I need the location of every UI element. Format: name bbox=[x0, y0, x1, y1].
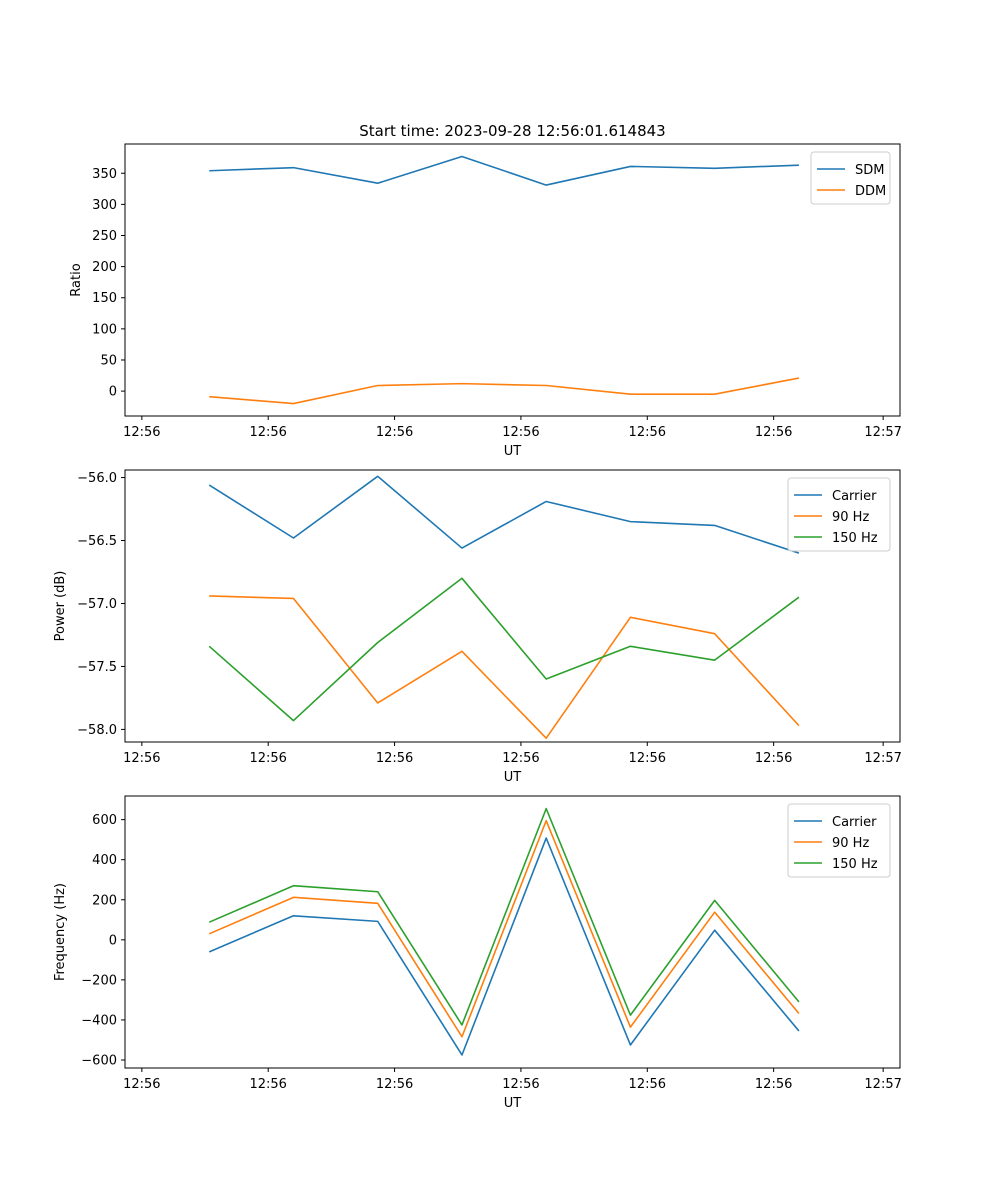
subplot-1-ylabel: Ratio bbox=[69, 263, 84, 296]
subplot-2-legend-box bbox=[787, 477, 891, 552]
subplot-1-ytick-label-6: 250 bbox=[92, 229, 117, 244]
subplot-3-legend-label-3: 150 Hz bbox=[832, 857, 878, 872]
subplot-3: 12:56 12:56 12:56 12:56 12:56 12:56 12:57 −600 −… bbox=[53, 795, 902, 1111]
subplot-2-legend-label-3: 150 Hz bbox=[832, 531, 878, 546]
subplot-3-ytick-label-4: 0 bbox=[109, 933, 117, 948]
subplot-3-ytick-label-5: 200 bbox=[92, 893, 117, 908]
subplot-1: 12:56 12:56 12:56 12:56 12:56 12:56 12:57 0 50 10… bbox=[69, 143, 902, 459]
subplot-2-xtick-label-4: 12:56 bbox=[502, 751, 539, 766]
subplot-1-series-2-line bbox=[209, 377, 800, 405]
subplot-1-xtick-label-2: 12:56 bbox=[249, 425, 286, 440]
subplot-2: 12:56 12:56 12:56 12:56 12:56 12:56 12:57 −58.0… bbox=[53, 469, 902, 785]
subplot-2-frame bbox=[124, 469, 901, 743]
subplot-1-ytick-label-1: 0 bbox=[109, 385, 117, 400]
subplot-2-xtick-label-7: 12:57 bbox=[864, 751, 901, 766]
subplot-2-series-1-line bbox=[208, 475, 800, 554]
subplot-3-xtick-label-5: 12:56 bbox=[629, 1077, 666, 1092]
subplot-3-legend-box bbox=[787, 803, 891, 878]
subplot-3-ytick-label-3: −200 bbox=[81, 973, 117, 988]
subplot-3-ytick-label-2: −400 bbox=[81, 1013, 117, 1028]
subplot-1-legend-label-1: SDM bbox=[855, 163, 884, 178]
subplot-1-xtick-label-4: 12:56 bbox=[502, 425, 539, 440]
subplot-1-xtick-label-7: 12:57 bbox=[864, 425, 901, 440]
subplot-2-ytick-label-3: −57.0 bbox=[77, 597, 117, 612]
subplot-3-frame bbox=[124, 795, 901, 1069]
subplot-2-series-2-line bbox=[209, 595, 800, 740]
subplot-1-legend-label-2: DDM bbox=[855, 184, 886, 199]
subplot-1-xtick-label-1: 12:56 bbox=[123, 425, 160, 440]
subplot-1-xtick-label-6: 12:56 bbox=[755, 425, 792, 440]
subplot-1-ytick-label-4: 150 bbox=[92, 291, 117, 306]
subplot-1-xlabel: UT bbox=[504, 444, 522, 459]
subplot-2-ytick-label-5: −56.0 bbox=[77, 471, 117, 486]
subplot-3-legend-label-1: Carrier bbox=[832, 815, 877, 830]
subplot-2-xtick-label-2: 12:56 bbox=[249, 751, 286, 766]
subplot-1-xtick-label-3: 12:56 bbox=[376, 425, 413, 440]
figure-title: Start time: 2023-09-28 12:56:01.614843 bbox=[359, 122, 665, 140]
subplot-3-ytick-label-1: −600 bbox=[81, 1053, 117, 1068]
subplot-2-legend-label-1: Carrier bbox=[832, 489, 877, 504]
subplot-1-ytick-label-2: 50 bbox=[100, 353, 117, 368]
subplot-3-series-2-line bbox=[208, 819, 800, 1038]
subplot-3-xtick-label-4: 12:56 bbox=[502, 1077, 539, 1092]
subplot-2-series-3-line bbox=[208, 577, 800, 722]
subplot-3-legend: Carrier 90 Hz 150 Hz bbox=[787, 803, 891, 878]
subplot-2-ylabel: Power (dB) bbox=[53, 571, 68, 642]
subplot-2-legend: Carrier 90 Hz 150 Hz bbox=[787, 477, 891, 552]
subplot-3-xlabel: UT bbox=[504, 1096, 522, 1111]
subplot-3-xtick-label-7: 12:57 bbox=[864, 1077, 901, 1092]
subplot-1-legend: SDM DDM bbox=[810, 151, 891, 205]
subplot-1-frame bbox=[124, 143, 901, 417]
subplot-3-xtick-label-1: 12:56 bbox=[123, 1077, 160, 1092]
subplot-1-ytick-label-5: 200 bbox=[92, 260, 117, 275]
subplot-2-xlabel: UT bbox=[504, 770, 522, 785]
subplot-3-series-3-line bbox=[208, 807, 800, 1026]
subplot-2-ytick-label-1: −58.0 bbox=[77, 723, 117, 738]
subplot-2-xtick-label-3: 12:56 bbox=[376, 751, 413, 766]
subplot-2-xtick-label-6: 12:56 bbox=[755, 751, 792, 766]
subplot-3-ytick-label-6: 400 bbox=[92, 853, 117, 868]
subplot-1-ytick-label-8: 350 bbox=[92, 167, 117, 182]
subplot-1-xtick-label-5: 12:56 bbox=[629, 425, 666, 440]
subplot-2-xtick-label-1: 12:56 bbox=[123, 751, 160, 766]
subplot-1-ytick-label-3: 100 bbox=[92, 322, 117, 337]
subplot-3-ytick-label-7: 600 bbox=[92, 813, 117, 828]
subplot-3-xtick-label-6: 12:56 bbox=[755, 1077, 792, 1092]
subplot-2-xtick-label-5: 12:56 bbox=[629, 751, 666, 766]
subplot-3-legend-label-2: 90 Hz bbox=[832, 836, 869, 851]
subplot-3-series-1-line bbox=[208, 837, 800, 1056]
subplot-3-xtick-label-2: 12:56 bbox=[249, 1077, 286, 1092]
subplot-3-xtick-label-3: 12:56 bbox=[376, 1077, 413, 1092]
subplot-1-legend-box bbox=[810, 151, 891, 205]
subplot-2-ytick-label-4: −56.5 bbox=[77, 534, 117, 549]
subplot-1-ytick-label-7: 300 bbox=[92, 198, 117, 213]
subplot-3-ylabel: Frequency (Hz) bbox=[53, 883, 68, 981]
subplot-2-legend-label-2: 90 Hz bbox=[832, 510, 869, 525]
subplot-1-series-1-line bbox=[209, 155, 799, 186]
subplot-2-ytick-label-2: −57.5 bbox=[77, 660, 117, 675]
